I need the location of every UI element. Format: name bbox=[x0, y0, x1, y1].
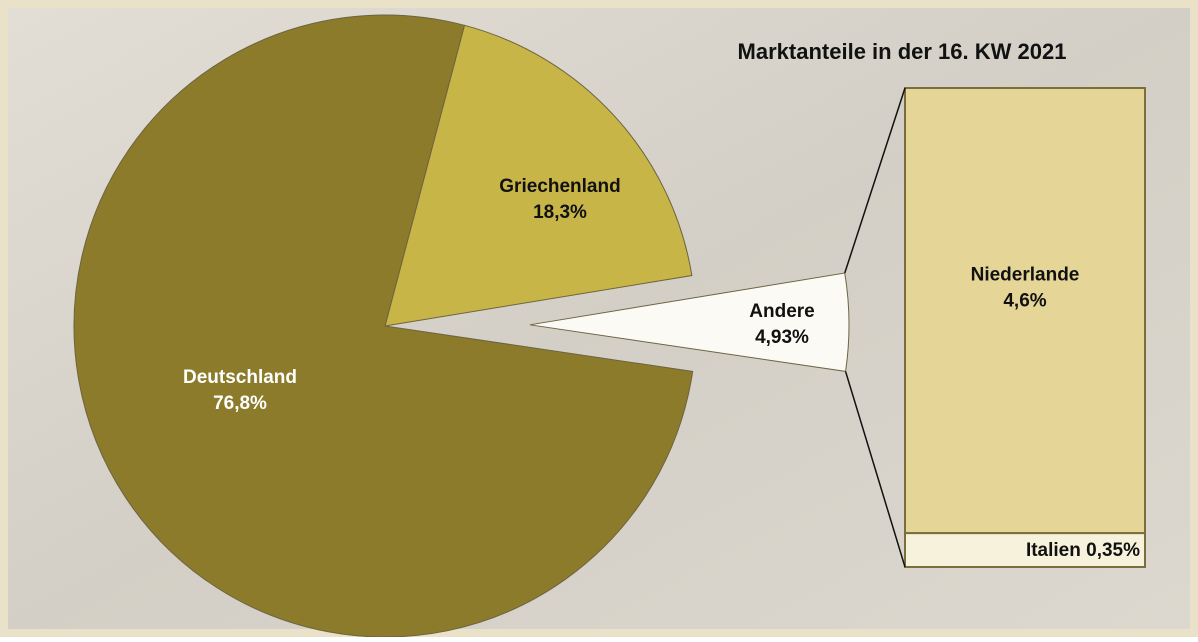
breakdown-value-label: 0,35% bbox=[1086, 540, 1140, 561]
pie-slice bbox=[384, 24, 693, 327]
slice-label: Andere bbox=[749, 301, 814, 322]
slice-label: Griechenland bbox=[499, 176, 620, 197]
slice-value-label: 18,3% bbox=[533, 202, 587, 223]
pie-slice bbox=[529, 272, 850, 372]
breakdown-bar bbox=[904, 532, 1146, 568]
slice-value-label: 4,93% bbox=[755, 327, 809, 348]
breakdown-label: Italien bbox=[1026, 540, 1081, 561]
slice-label: Deutschland bbox=[183, 367, 297, 388]
pie-slice bbox=[73, 14, 694, 638]
breakdown-value-label: 4,6% bbox=[1003, 291, 1046, 312]
breakdown-label-group: Italien 0,35% bbox=[1026, 540, 1140, 561]
connector-line bbox=[844, 87, 906, 274]
breakdown-label: Niederlande bbox=[971, 265, 1080, 286]
chart-title: Marktanteile in der 16. KW 2021 bbox=[738, 39, 1067, 64]
slice-value-label: 76,8% bbox=[213, 393, 267, 414]
connector-line bbox=[844, 371, 906, 568]
breakdown-bar bbox=[904, 87, 1146, 535]
